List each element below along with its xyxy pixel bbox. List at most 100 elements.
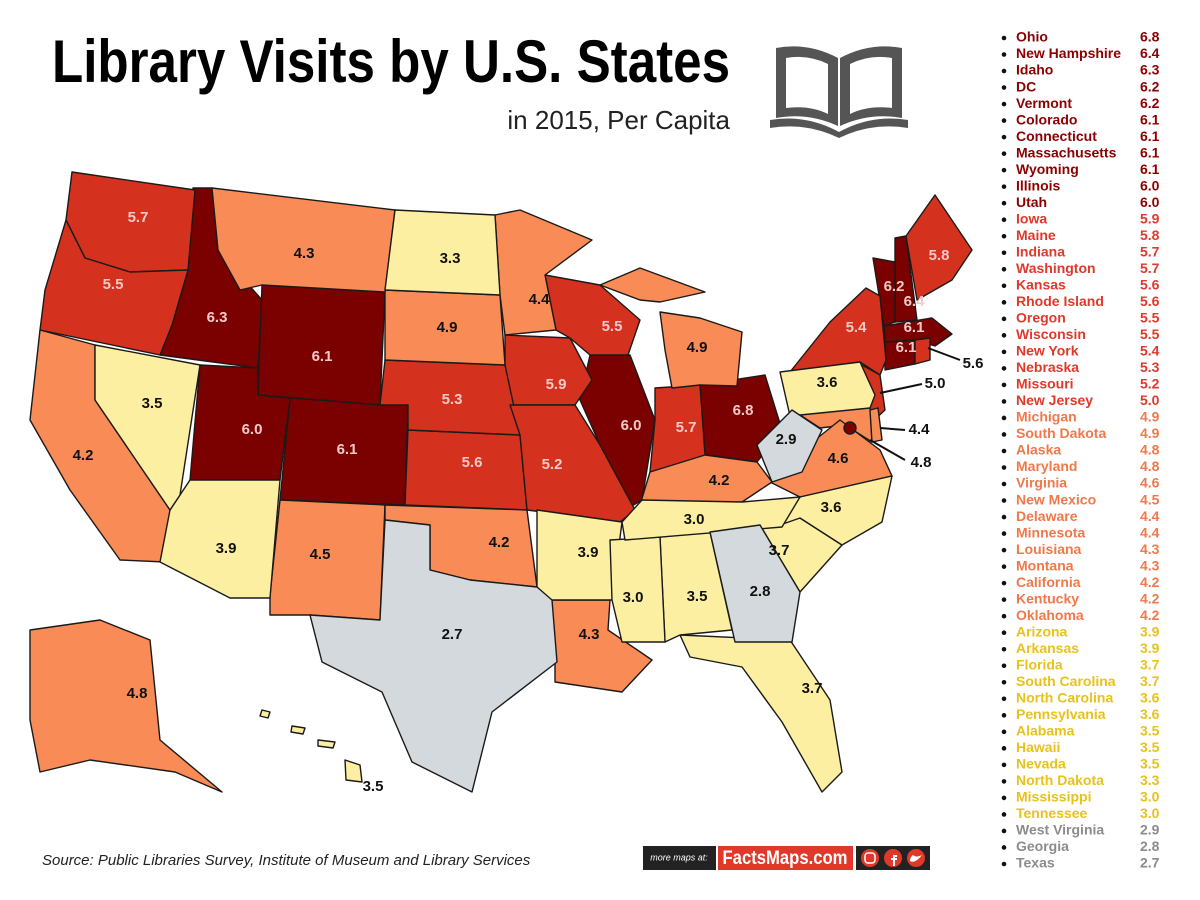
list-bullet <box>1001 779 1007 784</box>
list-state: Arkansas <box>1016 640 1079 656</box>
list-state: Montana <box>1016 557 1074 573</box>
state-value-label: 3.9 <box>216 540 237 557</box>
state-shape <box>756 409 823 483</box>
state-shape <box>869 407 883 443</box>
state-shape <box>621 496 801 541</box>
state-value-label: 6.1 <box>904 319 925 336</box>
list-bullet <box>1001 250 1007 256</box>
list-bullet <box>1001 167 1007 173</box>
instagram-icon[interactable] <box>861 849 879 867</box>
list-state: West Virginia <box>1016 822 1104 838</box>
list-state: Arizona <box>1016 623 1068 639</box>
list-bullet <box>1001 531 1007 536</box>
list-state: Nebraska <box>1016 359 1079 375</box>
list-state: Kentucky <box>1016 590 1079 606</box>
list-value: 5.7 <box>1140 260 1160 276</box>
list-bullet <box>1001 68 1007 74</box>
list-bullet <box>1001 828 1007 834</box>
list-state: South Carolina <box>1016 673 1116 689</box>
state-value-label: 5.7 <box>128 209 149 226</box>
list-state: New Hampshire <box>1016 45 1121 61</box>
state-value-label: 4.2 <box>73 447 94 464</box>
promo: more maps at: <box>650 852 708 862</box>
list-state: Florida <box>1016 656 1063 672</box>
list-state: Maryland <box>1016 458 1077 474</box>
list-state: Mississippi <box>1016 789 1091 805</box>
state-value-label: 4.6 <box>828 450 849 467</box>
list-bullet <box>1001 432 1007 437</box>
promo-box <box>643 846 716 870</box>
list-state: Hawaii <box>1016 739 1060 755</box>
list-state: Alaska <box>1016 442 1061 458</box>
list-value: 3.9 <box>1140 640 1160 656</box>
list-bullet <box>1001 597 1007 602</box>
list-state: Georgia <box>1016 838 1069 854</box>
brand-box[interactable] <box>718 846 853 870</box>
brand[interactable]: FactsMaps.com <box>723 848 848 869</box>
list-value: 6.1 <box>1140 128 1160 144</box>
list-value: 5.6 <box>1140 277 1160 293</box>
ranking-list: Ohio 6.8 New Hampshire 6.4 Idaho 6.3 DC 6.2 Verm… <box>1001 29 1160 871</box>
list-value: 3.5 <box>1140 723 1160 739</box>
list-value: 3.9 <box>1140 623 1160 639</box>
state-shape <box>905 194 973 301</box>
list-value: 5.0 <box>1140 392 1160 408</box>
list-value: 6.0 <box>1140 194 1160 210</box>
list-bullet <box>1001 366 1007 371</box>
list-state: Vermont <box>1016 95 1072 111</box>
list-bullet <box>1001 514 1007 520</box>
state-value-label: 5.2 <box>542 456 563 473</box>
map-labels: 6.8 6.4 6.3 6.2 6.1 6.1 6.1 6.1 6.0 6.0 5.9 5.8 5.7 5… <box>73 209 984 795</box>
list-bullet <box>1001 498 1007 503</box>
list-value: 5.2 <box>1140 376 1160 392</box>
list-state: Texas <box>1016 855 1055 871</box>
list-state: Louisiana <box>1016 541 1082 557</box>
list-bullet <box>1001 184 1007 189</box>
state-value-label: 5.7 <box>676 419 697 436</box>
list-state: Oklahoma <box>1016 607 1084 623</box>
list-value: 3.5 <box>1140 756 1160 772</box>
state-value-label: 6.3 <box>207 309 228 326</box>
list-value: 4.9 <box>1140 425 1160 441</box>
list-state: Kansas <box>1016 277 1066 293</box>
list-bullet <box>1001 713 1007 718</box>
list-state: Nevada <box>1016 756 1066 772</box>
list-value: 6.0 <box>1140 177 1160 193</box>
list-value: 6.8 <box>1140 29 1160 45</box>
list-bullet <box>1001 729 1007 735</box>
state-value-label: 3.6 <box>817 374 838 391</box>
state-value-label: 5.5 <box>602 318 623 335</box>
state-value-label: 4.2 <box>489 534 510 551</box>
list-state: Minnesota <box>1016 524 1085 540</box>
list-state: Iowa <box>1016 210 1047 226</box>
state-value-label: 3.5 <box>363 778 384 795</box>
list-bullet <box>1001 151 1007 156</box>
state-value-label: 6.4 <box>904 293 926 310</box>
list-state: New York <box>1016 343 1079 359</box>
list-state: Washington <box>1016 260 1096 276</box>
list-state: Wyoming <box>1016 161 1079 177</box>
list-bullet <box>1001 679 1007 685</box>
list-value: 5.8 <box>1140 227 1160 243</box>
list-bullet <box>1001 746 1007 751</box>
state-shape <box>344 759 363 783</box>
state-value-label: 5.8 <box>929 247 950 264</box>
list-bullet <box>1001 845 1007 850</box>
state-value-label: 2.9 <box>776 431 797 448</box>
state-shape <box>211 187 396 293</box>
state-value-label: 4.3 <box>579 626 600 643</box>
list-bullet <box>1001 349 1007 355</box>
list-value: 4.5 <box>1140 491 1160 507</box>
state-shape <box>779 361 876 417</box>
list-value: 3.7 <box>1140 673 1160 689</box>
list-bullet <box>1001 580 1007 586</box>
state-value-label: 6.1 <box>896 339 917 356</box>
list-state: North Carolina <box>1016 690 1113 706</box>
list-value: 4.4 <box>1140 524 1160 540</box>
list-state: South Dakota <box>1016 425 1106 441</box>
list-value: 3.3 <box>1140 772 1160 788</box>
list-state: Connecticut <box>1016 128 1097 144</box>
list-state: Illinois <box>1016 177 1061 193</box>
list-value: 6.4 <box>1140 45 1160 61</box>
